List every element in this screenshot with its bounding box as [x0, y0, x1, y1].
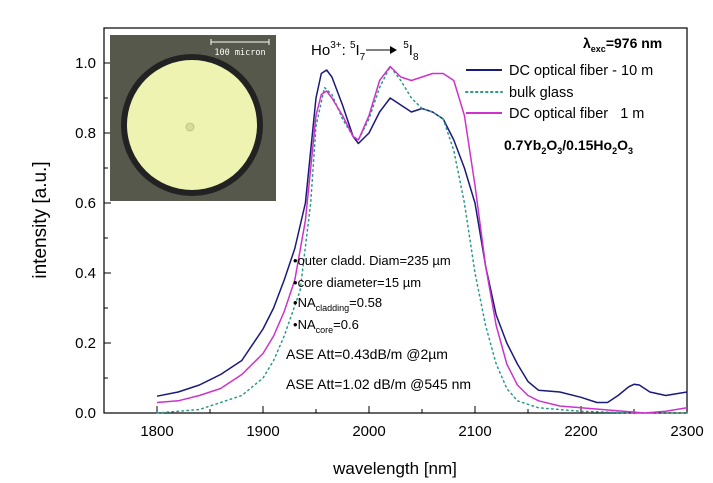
axis-ticks: 1800 1900 2000 2100 2200 2300 0.0 0.2 0.4 0.6 0.8 1… — [75, 27, 704, 440]
composition-label: 0.7Yb2O3/0.15Ho2O3 — [504, 137, 633, 156]
note-na-cladding: •NAcladding=0.58 — [293, 295, 382, 313]
legend: DC optical fiber - 10 m bulk glass DC op… — [465, 63, 653, 122]
note-outer-cladding: •outer cladd. Diam=235 µm — [293, 253, 451, 268]
fiber-core — [185, 122, 195, 132]
note-core-diameter: •core diameter=15 µm — [293, 275, 421, 290]
x-tick-label: 1800 — [140, 423, 173, 440]
x-tick-label: 2300 — [670, 423, 703, 440]
y-tick-label: 0.8 — [75, 125, 96, 142]
excitation-label: λexc=976 nm — [583, 35, 662, 54]
x-axis-label: wavelength [nm] — [332, 459, 457, 478]
note-ase-2um: ASE Att=0.43dB/m @2µm — [286, 346, 448, 362]
y-tick-label: 0.0 — [75, 405, 96, 422]
transition-arrowhead — [390, 46, 397, 54]
series-group — [156, 65, 688, 414]
transition-label: Ho3+: 5I75I8 — [311, 40, 419, 63]
note-ase-545nm: ASE Att=1.02 dB/m @545 nm — [286, 376, 471, 392]
note-na-core: •NAcore=0.6 — [293, 317, 359, 335]
x-tick-label: 1900 — [246, 423, 279, 440]
x-tick-label: 2000 — [352, 423, 385, 440]
x-tick-label: 2100 — [458, 423, 491, 440]
series-bulk-glass-line — [156, 65, 688, 414]
y-tick-label: 0.2 — [75, 335, 96, 352]
fiber-notes: •outer cladd. Diam=235 µm •core diameter… — [286, 253, 471, 392]
y-tick-label: 1.0 — [75, 55, 96, 72]
legend-label-bulk-glass: bulk glass — [509, 85, 573, 101]
plot-frame — [103, 27, 688, 414]
y-axis-label: intensity [a.u.] — [30, 161, 51, 278]
series-fiber-1m-line — [156, 65, 688, 414]
y-tick-label: 0.6 — [75, 195, 96, 212]
legend-label-fiber-10m: DC optical fiber - 10 m — [509, 63, 653, 79]
y-tick-label: 0.4 — [75, 265, 96, 282]
fiber-micrograph-inset: 100 micron — [110, 35, 276, 201]
legend-label-fiber-1m: DC optical fiber 1 m — [509, 106, 644, 122]
x-tick-label: 2200 — [564, 423, 597, 440]
scale-bar-label: 100 micron — [214, 48, 265, 58]
